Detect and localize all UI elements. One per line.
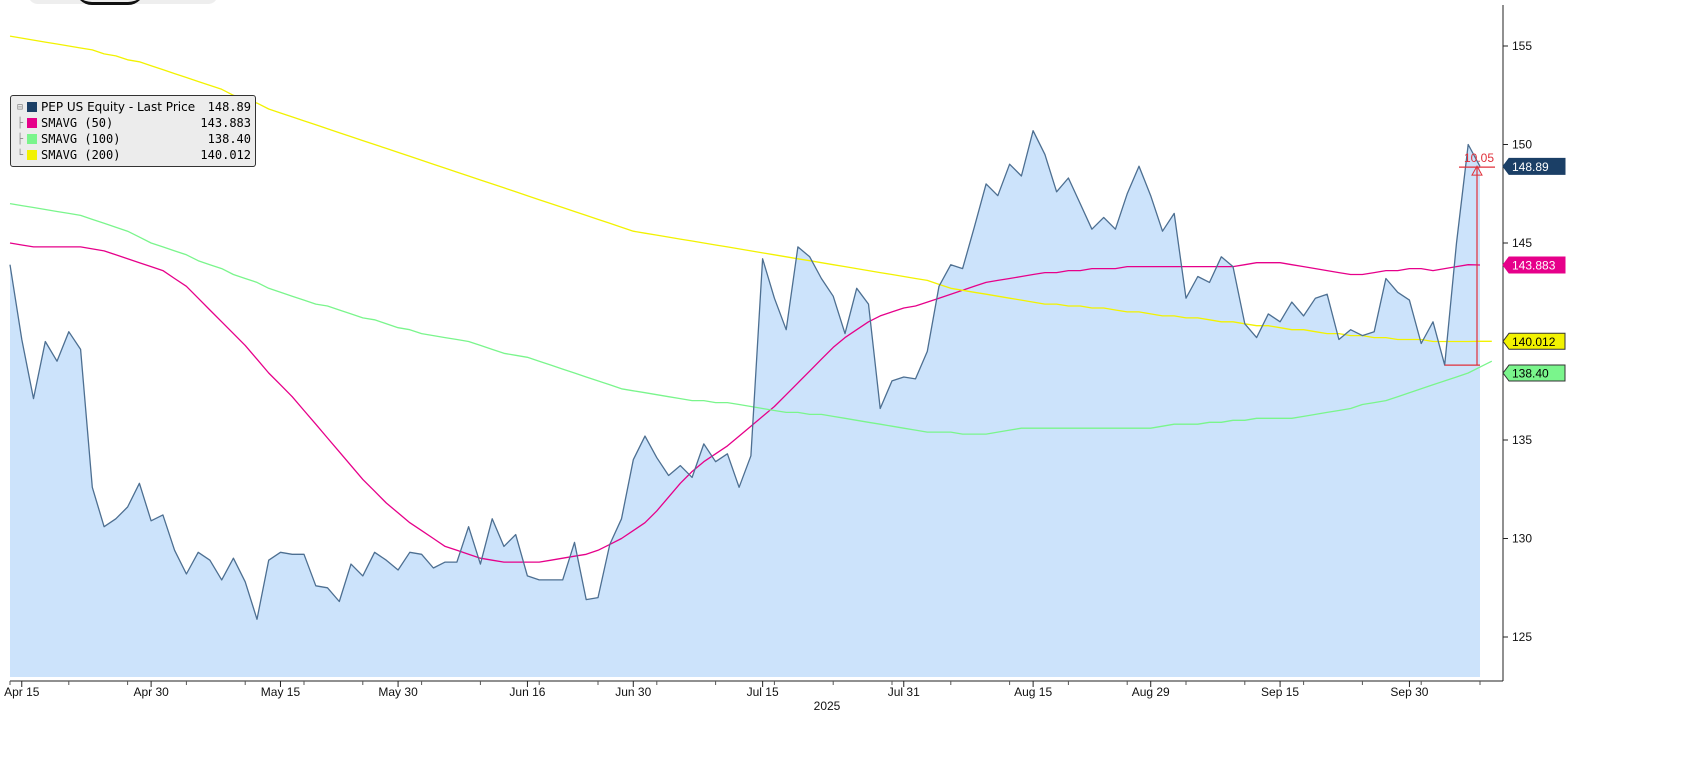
x-axis-title: 2025 bbox=[814, 699, 841, 713]
legend-swatch-smavg-50 bbox=[27, 118, 37, 128]
legend-value: 148.89 bbox=[207, 100, 251, 114]
chart-legend: ⊟ PEP US Equity - Last Price 148.89 ├ SM… bbox=[10, 95, 256, 167]
x-tick-label: Jul 15 bbox=[747, 685, 779, 699]
x-tick-label: Sep 30 bbox=[1390, 685, 1428, 699]
series-line-smavg-200 bbox=[9, 35, 1492, 343]
annotation-arrow-head bbox=[1471, 165, 1483, 176]
x-tick-label: Jul 31 bbox=[888, 685, 920, 699]
x-tick-label: Aug 15 bbox=[1014, 685, 1052, 699]
y-tick-label: 155 bbox=[1512, 39, 1532, 53]
series-line-pep-us-equity-last-price bbox=[9, 130, 1481, 620]
y-tick-label: 145 bbox=[1512, 236, 1532, 250]
y-tick-label: 150 bbox=[1512, 138, 1532, 152]
last-value-tag-box bbox=[1502, 332, 1566, 350]
legend-value: 143.883 bbox=[200, 116, 251, 130]
series-area-pep-us-equity-last-price bbox=[10, 130, 1480, 677]
tree-branch-icon: ├ bbox=[16, 117, 24, 129]
legend-swatch-smavg-200 bbox=[27, 150, 37, 160]
annotation-label: 10.05 bbox=[1464, 151, 1494, 165]
legend-label: PEP US Equity - Last Price bbox=[41, 100, 196, 114]
last-value-tag-box bbox=[1502, 364, 1566, 382]
last-value-tag-text: 140.012 bbox=[1512, 335, 1556, 349]
legend-value: 140.012 bbox=[200, 148, 251, 162]
last-value-tag-box bbox=[1502, 157, 1566, 175]
x-tick-label: Apr 15 bbox=[4, 685, 40, 699]
legend-value: 138.40 bbox=[207, 132, 251, 146]
x-tick-label: Aug 29 bbox=[1132, 685, 1170, 699]
last-value-tag-text: 143.883 bbox=[1512, 259, 1556, 273]
y-tick-label: 125 bbox=[1512, 630, 1532, 644]
last-value-tag-box bbox=[1502, 256, 1566, 274]
legend-label: SMAVG (100) bbox=[41, 132, 121, 146]
legend-label: SMAVG (50) bbox=[41, 116, 114, 130]
tree-branch-icon: └ bbox=[16, 149, 24, 161]
legend-entry-smavg-100: ├ SMAVG (100) 138.40 bbox=[15, 131, 251, 147]
legend-entry-smavg-200: └ SMAVG (200) 140.012 bbox=[15, 147, 251, 163]
x-tick-label: Sep 15 bbox=[1261, 685, 1299, 699]
legend-entry-last-price: ⊟ PEP US Equity - Last Price 148.89 bbox=[15, 99, 251, 115]
tree-branch-icon: ├ bbox=[16, 133, 24, 145]
series-line-smavg-100 bbox=[9, 202, 1493, 435]
series-line-smavg-50 bbox=[9, 242, 1481, 563]
x-tick-label: Jun 16 bbox=[509, 685, 545, 699]
x-tick-label: May 15 bbox=[261, 685, 301, 699]
y-tick-label: 135 bbox=[1512, 433, 1532, 447]
legend-swatch-smavg-100 bbox=[27, 134, 37, 144]
legend-label: SMAVG (200) bbox=[41, 148, 121, 162]
x-tick-label: May 30 bbox=[378, 685, 418, 699]
last-value-tag-140-012: 140.012 bbox=[1502, 332, 1566, 350]
last-value-tag-148-89: 148.89 bbox=[1502, 157, 1566, 175]
legend-swatch-last-price bbox=[27, 102, 37, 112]
legend-entry-smavg-50: ├ SMAVG (50) 143.883 bbox=[15, 115, 251, 131]
last-value-tag-text: 138.40 bbox=[1512, 367, 1549, 381]
y-tick-label: 130 bbox=[1512, 532, 1532, 546]
last-value-tag-143-883: 143.883 bbox=[1502, 256, 1566, 274]
x-tick-label: Apr 30 bbox=[133, 685, 169, 699]
last-value-tag-text: 148.89 bbox=[1512, 160, 1549, 174]
logo-mark bbox=[75, 0, 145, 5]
x-tick-label: Jun 30 bbox=[615, 685, 651, 699]
last-value-tag-138-40: 138.40 bbox=[1502, 364, 1566, 382]
collapse-icon[interactable]: ⊟ bbox=[16, 101, 24, 113]
